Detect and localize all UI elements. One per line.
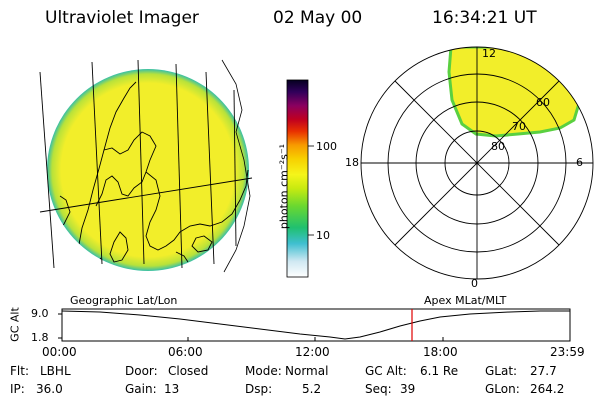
seq-label: Seq: [365,382,392,396]
timeline-y-tick-low: 1.8 [31,331,49,344]
mlt-label-6: 6 [576,156,583,169]
timeline-x-tick-1800: 18:00 [423,345,458,359]
gc-alt-value: 6.1 Re [420,364,459,378]
timeline-x-tick-2359: 23:59 [550,345,585,359]
polar-plot [360,46,594,280]
timeline-left-caption: Geographic Lat/Lon [70,294,178,307]
instrument-title: Ultraviolet Imager [45,8,199,28]
colorbar-unit-label: photon cm⁻²s⁻¹ [277,143,291,230]
dsp-value: 5.2 [302,382,322,396]
mode-value: Normal [285,364,329,378]
seq-value: 39 [400,382,416,396]
gain-value: 13 [164,382,180,396]
lat-label-60: 60 [536,96,550,109]
timeline-x-tick-0600: 06:00 [168,345,203,359]
lat-label-80: 80 [491,140,505,153]
glat-label: GLat: [485,364,518,378]
uv-disk [47,69,249,271]
timeline-y-axis-label: GC Alt [8,307,22,342]
timeline-y-tick-high: 9.0 [31,307,49,320]
timeline-right-caption: Apex MLat/MLT [424,294,507,307]
mlt-label-12: 12 [482,47,496,60]
dsp-label: Dsp: [245,382,273,396]
timeline-frame [61,308,571,342]
timeline-x-tick-0000: 00:00 [42,345,77,359]
altitude-curve [61,310,570,340]
ip-label: IP: [10,382,25,396]
door-value: Closed [168,364,209,378]
gc-alt-label: GC Alt: [365,364,407,378]
earth-image [39,59,253,273]
glat-value: 27.7 [530,364,557,378]
lat-lon-grid [39,59,253,273]
mlt-label-18: 18 [345,156,359,169]
colorbar [286,79,314,278]
colorbar-tick-10: 10 [316,229,330,242]
date-label: 02 May 00 [273,8,363,28]
flt-value: LBHL [40,364,71,378]
mlt-label-0: 0 [471,277,478,290]
colorbar-tick-100: 100 [316,140,337,153]
timeline-x-tick-1200: 12:00 [295,345,330,359]
mode-label: Mode: [245,364,282,378]
ip-value: 36.0 [36,382,63,396]
glon-value: 264.2 [530,382,565,396]
lat-label-70: 70 [512,120,526,133]
colorbar-scale [286,79,309,278]
altitude-timeline [58,308,571,342]
glon-label: GLon: [485,382,520,396]
time-label: 16:34:21 UT [432,8,537,28]
gain-label: Gain: [125,382,157,396]
flt-label: Flt: [10,364,29,378]
door-label: Door: [125,364,158,378]
